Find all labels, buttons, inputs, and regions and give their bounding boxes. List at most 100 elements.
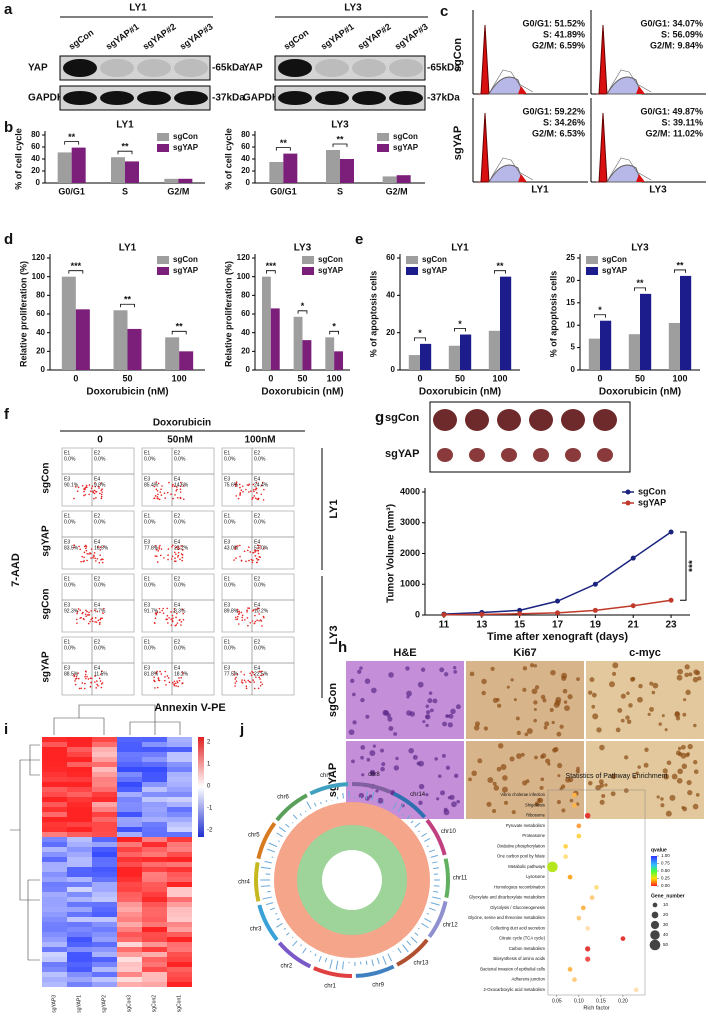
x-axis-label: Rich factor — [583, 1005, 609, 1011]
heat-cell — [142, 792, 167, 797]
quadrant-name: E1 — [64, 576, 70, 582]
legend-swatch — [625, 500, 631, 506]
nucleus — [487, 777, 494, 784]
heat-cell — [167, 752, 192, 757]
quadrant-value: 57.0% — [254, 545, 269, 551]
blot-band — [315, 59, 349, 77]
circos-track — [414, 932, 419, 936]
cell-dot — [181, 608, 184, 611]
heat-cell — [67, 777, 92, 782]
nucleus — [360, 697, 365, 703]
cell-dot — [256, 492, 258, 494]
cell-dot — [160, 494, 163, 496]
nucleus — [416, 761, 421, 766]
cell-dot — [251, 498, 253, 500]
chromosome-label: chr12 — [443, 922, 459, 928]
heat-cell — [142, 737, 167, 742]
quadrant-name: E3 — [224, 602, 230, 608]
heat-cell — [67, 867, 92, 872]
cell-dot — [79, 548, 82, 551]
bar — [283, 153, 298, 183]
nucleus — [684, 672, 689, 678]
y-tick-label: 120 — [237, 253, 251, 262]
significance: * — [418, 328, 422, 338]
nucleus — [359, 666, 363, 670]
quadrant-value: 43.0% — [224, 545, 239, 551]
nucleus — [529, 663, 535, 668]
sig-bracket — [266, 270, 276, 274]
cell-dot — [159, 670, 161, 673]
heat-cell — [142, 762, 167, 767]
nucleus — [450, 708, 456, 715]
cell-dot — [240, 560, 243, 562]
cell-dot — [156, 561, 159, 563]
circos-track — [300, 944, 302, 947]
cell-dot — [157, 686, 159, 689]
nucleus — [543, 725, 548, 730]
heat-cell — [42, 752, 67, 757]
heat-cell — [92, 772, 117, 777]
circos-track — [292, 814, 298, 820]
heat-cell — [117, 917, 142, 922]
phase-stat: G0/G1: 51.52% — [522, 18, 585, 28]
heat-cell — [117, 982, 142, 987]
legend-label: sgCon — [173, 255, 198, 264]
cell-dot — [158, 607, 161, 610]
ihc-col: Ki67 — [513, 647, 536, 659]
quadrant-name: E3 — [144, 476, 150, 482]
cell-dot — [97, 684, 99, 687]
quadrant-value: 0.0% — [64, 519, 76, 525]
heat-cell — [142, 817, 167, 822]
cell-dot — [99, 546, 102, 548]
bar — [408, 355, 420, 370]
histogram-s — [488, 76, 524, 95]
y-tick-label: 20 — [31, 166, 40, 175]
chart-title: LY3 — [631, 243, 649, 254]
nucleus — [452, 665, 457, 670]
cell-dot — [84, 493, 87, 496]
y-tick-label: 80 — [241, 130, 250, 139]
bar — [125, 161, 139, 183]
nucleus — [693, 723, 697, 728]
heat-cell — [167, 867, 192, 872]
y-tick-label: 0 — [41, 365, 46, 374]
flow-col: 100nM — [244, 435, 275, 446]
point — [572, 792, 577, 798]
heat-cell — [167, 757, 192, 762]
x-tick-label: 23 — [666, 620, 678, 631]
cell-dot — [179, 481, 182, 484]
cell-dot — [100, 489, 102, 492]
bar — [396, 175, 411, 183]
cell-dot — [156, 611, 159, 614]
blot-band — [389, 59, 423, 77]
cell-dot — [246, 617, 249, 619]
heat-cell — [92, 937, 117, 942]
nucleus — [666, 760, 672, 766]
nucleus — [693, 759, 698, 765]
cell-dot — [240, 671, 242, 673]
cell-dot — [235, 483, 238, 485]
size-label: -65kDa — [212, 63, 245, 74]
sig-bracket — [494, 270, 506, 274]
bar — [382, 176, 397, 183]
cell-dot — [73, 674, 76, 676]
cell-dot — [99, 680, 102, 682]
nucleus — [481, 690, 486, 696]
x-tick-label: 0 — [268, 373, 273, 383]
cell-dot — [84, 682, 86, 685]
cell-dot — [84, 613, 87, 616]
cell-dot — [248, 491, 250, 493]
legend-label: sgCon — [422, 255, 447, 264]
circos-track — [267, 848, 276, 853]
cell-dot — [78, 687, 81, 690]
cell-dot — [234, 685, 236, 687]
blot-band — [63, 59, 97, 77]
heat-cell — [67, 827, 92, 832]
heat-cell — [117, 842, 142, 847]
x-tick-label: S — [122, 186, 128, 196]
nucleus — [682, 712, 687, 717]
circos-track — [325, 800, 328, 803]
cell-dot — [241, 616, 244, 619]
y-tick-label: Metabolic pathways — [508, 864, 545, 869]
heat-cell — [67, 877, 92, 882]
